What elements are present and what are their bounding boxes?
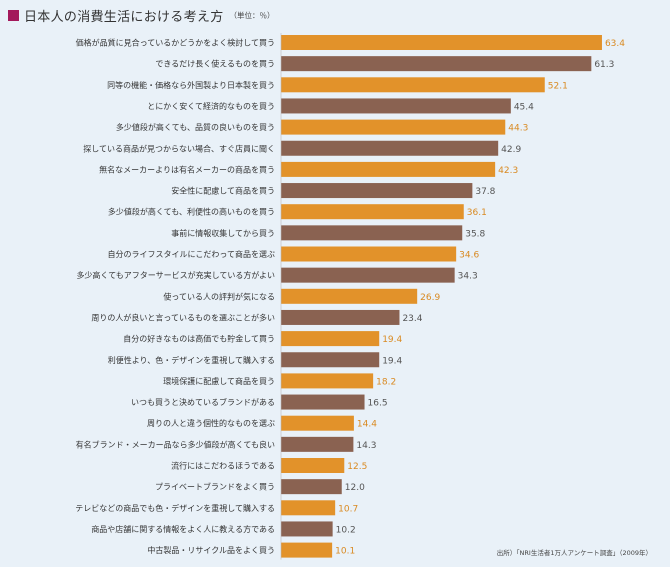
value-label: 26.9 — [420, 293, 440, 303]
bar — [281, 288, 418, 304]
value-label: 12.5 — [347, 462, 367, 472]
bar — [281, 521, 333, 537]
bar — [281, 119, 506, 135]
category-label: 商品や店舗に関する情報をよく人に教える方である — [91, 524, 275, 534]
value-label: 14.4 — [357, 420, 377, 430]
unit-label: （単位：％） — [229, 10, 275, 20]
value-label: 42.3 — [498, 166, 518, 176]
category-label: 多少値段が高くても、品質の良いものを買う — [116, 122, 275, 132]
value-label: 23.4 — [402, 314, 422, 324]
chart-title: 日本人の消費生活における考え方 — [24, 9, 224, 25]
bar — [281, 267, 455, 283]
bar — [281, 225, 463, 241]
category-label: 中古製品・リサイクル品をよく買う — [147, 545, 275, 555]
value-label: 19.4 — [382, 335, 402, 345]
category-label: 安全性に配慮して商品を買う — [171, 186, 275, 196]
category-label: 自分の好きなものは高価でも貯金して買う — [123, 334, 275, 344]
bar — [281, 98, 511, 114]
bar — [281, 56, 592, 72]
value-label: 10.7 — [338, 504, 358, 514]
bar — [281, 436, 354, 452]
value-label: 10.2 — [336, 525, 356, 535]
value-label: 63.4 — [605, 39, 625, 49]
category-label: プライベートブランドをよく買う — [155, 482, 275, 492]
category-label: 自分のライフスタイルにこだわって商品を選ぶ — [108, 249, 275, 259]
bar — [281, 183, 473, 199]
category-label: 環境保護に配慮して商品を買う — [163, 376, 275, 386]
value-label: 37.8 — [475, 187, 495, 197]
category-label: 同等の機能・価格なら外国製より日本製を買う — [107, 80, 275, 90]
bar — [281, 352, 380, 368]
bar — [281, 415, 354, 431]
category-label: いつも買うと決めているブランドがある — [131, 397, 275, 407]
value-label: 36.1 — [467, 208, 487, 218]
bar — [281, 479, 342, 495]
value-label: 44.3 — [508, 124, 528, 134]
category-label: 有名ブランド・メーカー品なら多少値段が高くても良い — [76, 439, 275, 449]
value-label: 61.3 — [594, 60, 614, 70]
bar — [281, 204, 464, 220]
bar — [281, 77, 545, 93]
bar — [281, 246, 457, 262]
bar — [281, 458, 345, 473]
value-label: 42.9 — [501, 145, 521, 155]
bar — [281, 500, 336, 516]
category-label: 利便性より、色・デザインを重視して購入する — [108, 355, 275, 365]
category-label: 探している商品が見つからない場合、すぐ店員に聞く — [83, 143, 275, 153]
source-note: 出所）「NRI生活者1万人アンケート調査」（2009年） — [496, 549, 652, 557]
bar — [281, 35, 602, 50]
chart-title-row: 日本人の消費生活における考え方 （単位：％） — [8, 7, 275, 25]
bar — [281, 394, 365, 410]
category-label: 価格が品質に見合っているかどうかをよく検討して買う — [76, 38, 275, 48]
bar — [281, 161, 496, 177]
value-label: 45.4 — [514, 102, 534, 112]
category-label: 流行にはこだわるほうである — [171, 461, 275, 471]
bar — [281, 542, 333, 558]
value-label: 10.1 — [335, 547, 355, 557]
title-marker-square — [8, 9, 19, 21]
value-label: 12.0 — [345, 483, 365, 493]
value-label: 14.3 — [356, 441, 376, 451]
category-label: できるだけ長く使えるものを買う — [155, 59, 275, 69]
value-label: 52.1 — [548, 81, 568, 91]
category-label: 多少値段が高くても、利便性の高いものを買う — [108, 207, 275, 217]
value-label: 16.5 — [368, 399, 388, 409]
category-label: 多少高くてもアフターサービスが充実している方がよい — [76, 270, 275, 280]
category-label: テレビなどの商品でも色・デザインを重視して購入する — [75, 503, 275, 513]
value-label: 18.2 — [376, 377, 396, 387]
category-label: 無名なメーカーよりは有名メーカーの商品を買う — [99, 164, 275, 174]
value-label: 19.4 — [382, 356, 402, 366]
category-label: とにかく安くて経済的なものを買う — [147, 101, 275, 111]
bar — [281, 309, 400, 325]
value-label: 34.3 — [458, 272, 478, 282]
category-label: 使っている人の評判が気になる — [163, 291, 275, 301]
category-label: 事前に情報収集してから買う — [171, 228, 275, 238]
value-label: 35.8 — [465, 229, 485, 239]
bar — [281, 373, 374, 389]
bar — [281, 140, 499, 156]
value-label: 34.6 — [459, 251, 479, 261]
category-label: 周りの人と違う個性的なものを選ぶ — [147, 418, 275, 428]
category-label: 周りの人が良いと言っているものを選ぶことが多い — [91, 312, 275, 322]
bar — [281, 331, 380, 347]
